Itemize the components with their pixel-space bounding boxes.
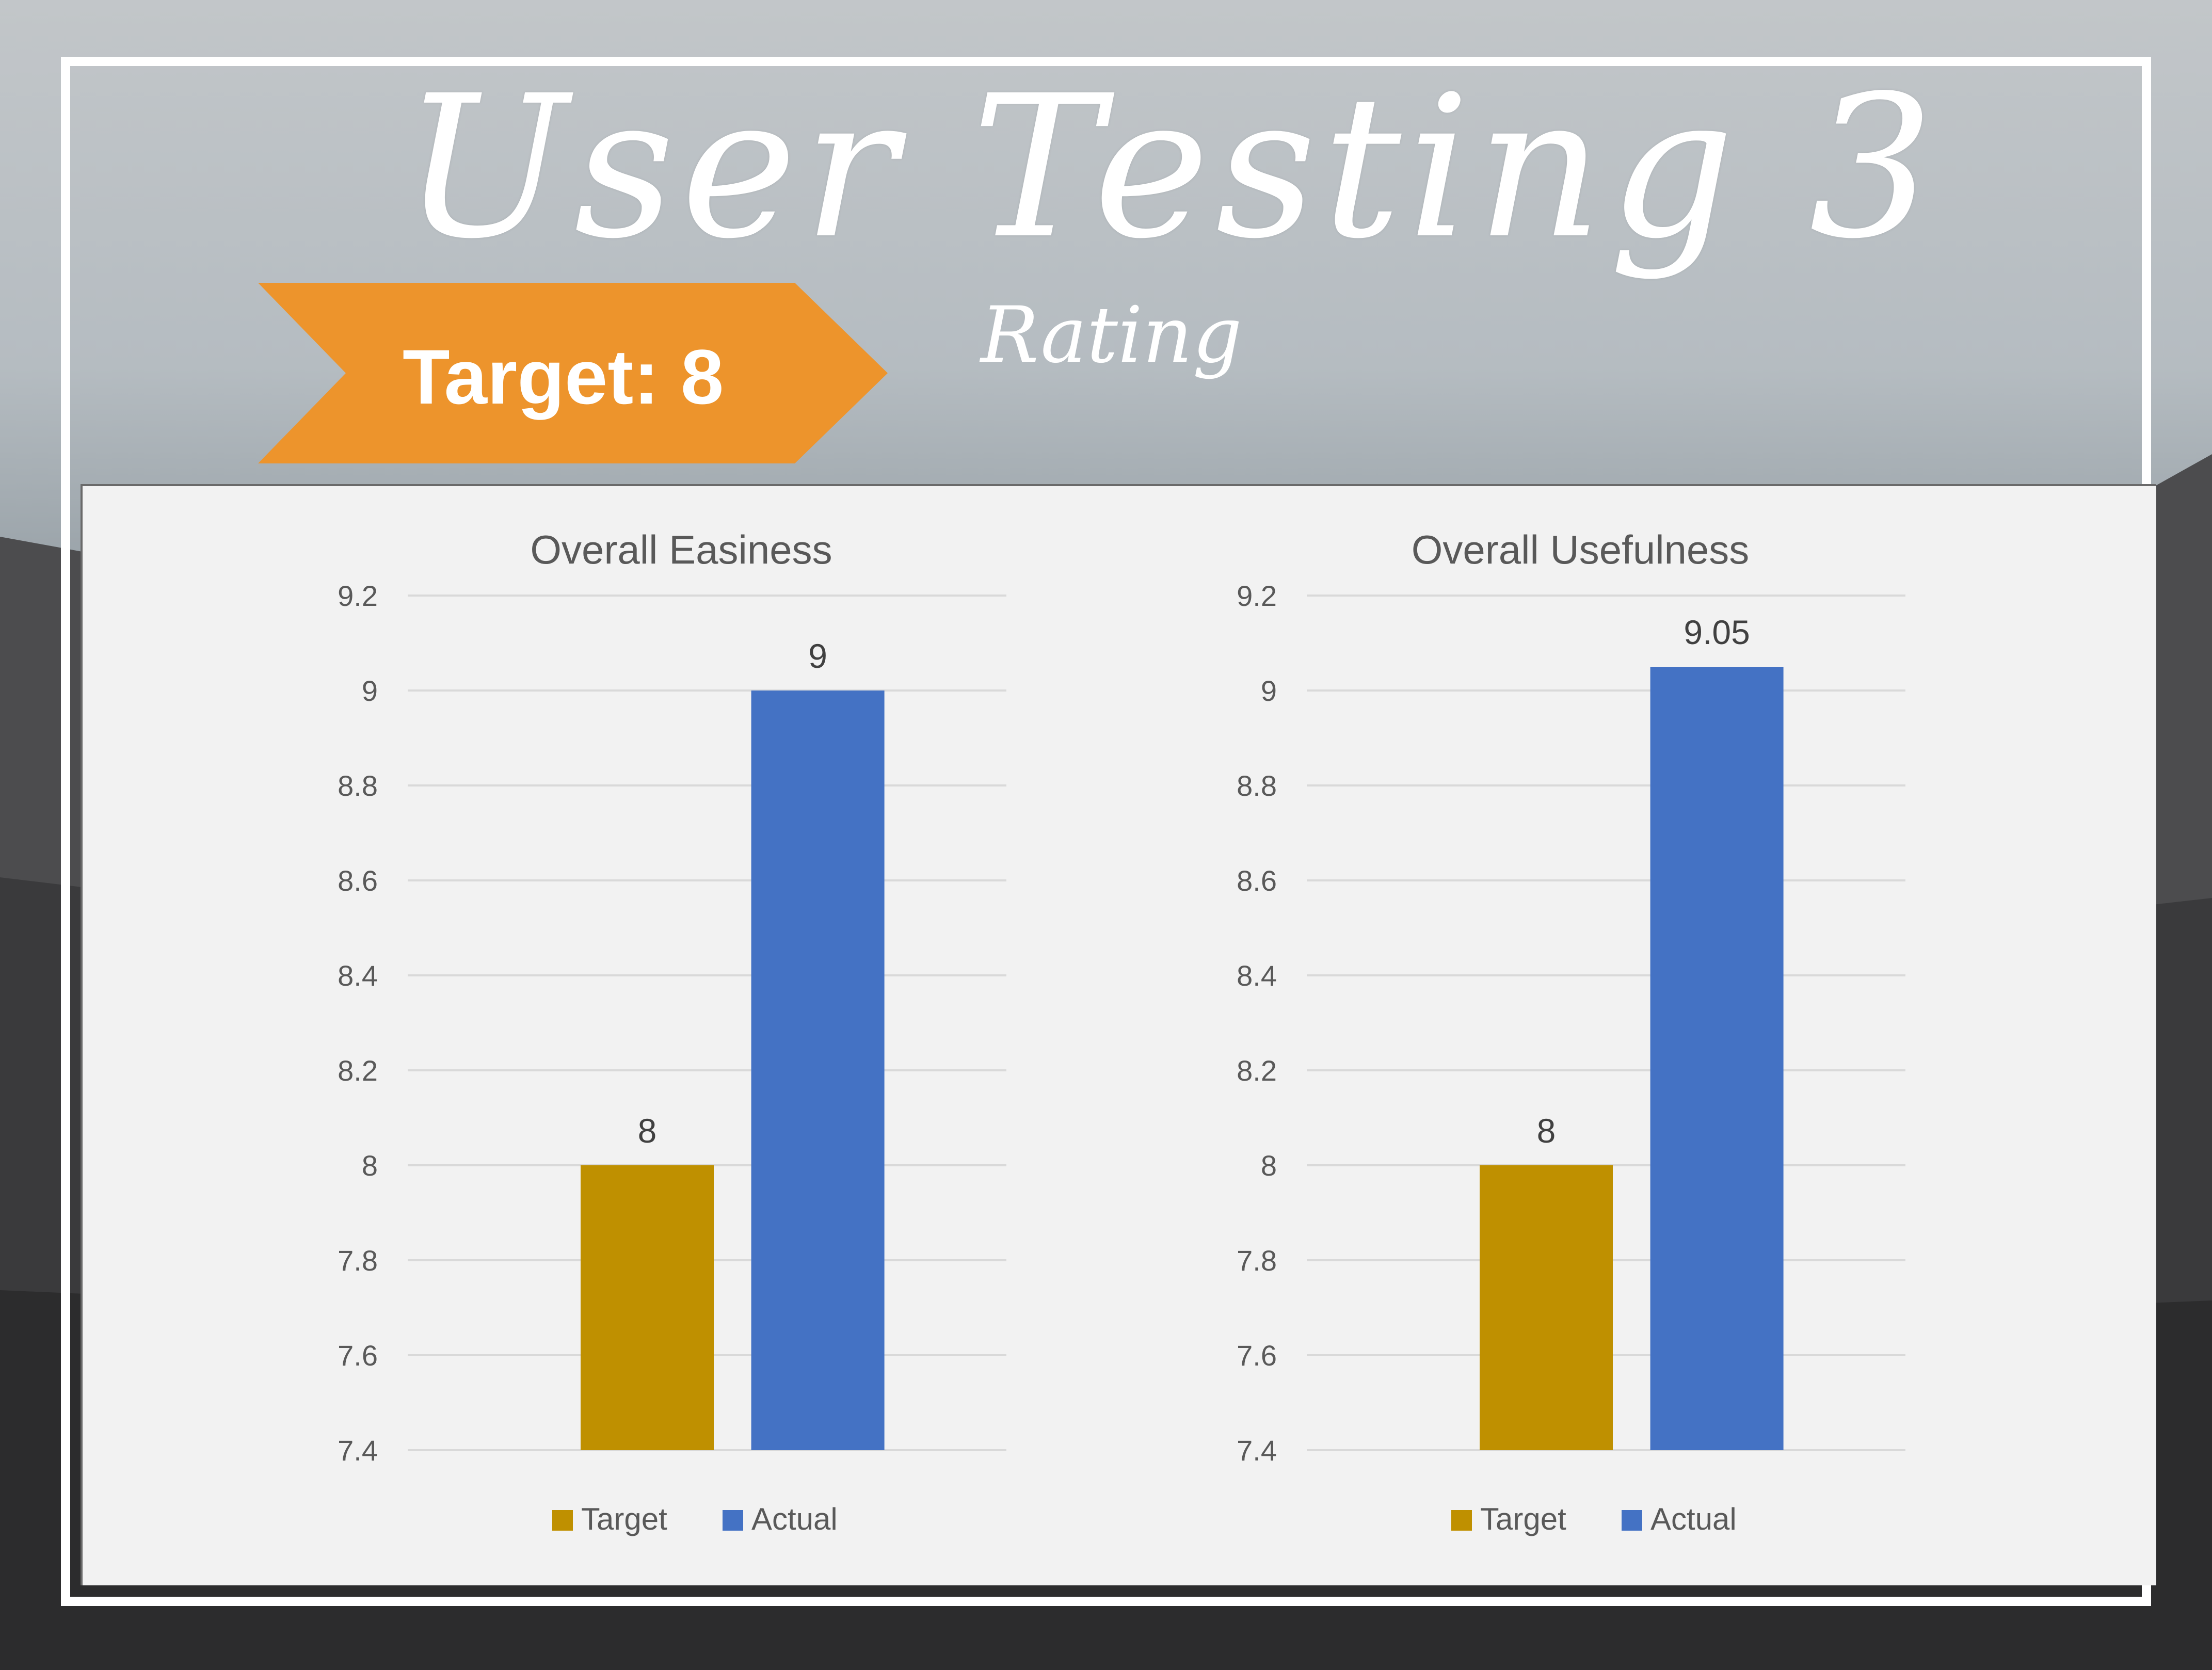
- y-tick-label: 7.4: [338, 1434, 378, 1467]
- charts-canvas: Overall Easiness 9.2 9 8.8 8.6 8.4 8.2 8 7.8 7.6 7…: [338, 527, 1905, 1536]
- data-label: 9.05: [1684, 613, 1750, 651]
- chart-2: Overall Usefulness 9.2 9 8.8 8.6 8.4 8.2 8 7.8 7.…: [1237, 527, 1905, 1536]
- legend-swatch-actual: [723, 1510, 743, 1531]
- y-tick-label: 9: [1261, 675, 1277, 707]
- y-tick-label: 8: [362, 1149, 378, 1182]
- bar-target: [581, 1165, 714, 1450]
- y-tick-label: 7.6: [1237, 1339, 1277, 1372]
- chart-panel: Overall Easiness 9.2 9 8.8 8.6 8.4 8.2 8 7.8 7.6 7…: [81, 484, 2156, 1585]
- target-banner-arrow: [258, 283, 888, 463]
- y-tick-label: 8.2: [338, 1054, 378, 1087]
- page-subtitle: Rating: [981, 291, 1242, 380]
- white-border-frame: [61, 57, 2151, 1606]
- legend-label: Actual: [751, 1502, 838, 1536]
- legend-swatch-target: [1451, 1510, 1472, 1531]
- legend-swatch-actual: [1622, 1510, 1642, 1531]
- data-label: 8: [1537, 1112, 1556, 1150]
- y-tick-label: 9.2: [1237, 580, 1277, 612]
- chart-title: Overall Easiness: [530, 527, 832, 572]
- y-tick-label: 8.4: [338, 959, 378, 992]
- chart-title: Overall Usefulness: [1412, 527, 1750, 572]
- data-label: 8: [638, 1112, 657, 1150]
- y-tick-label: 8.6: [1237, 864, 1277, 897]
- y-tick-label: 7.4: [1237, 1434, 1277, 1467]
- legend-swatch-target: [552, 1510, 573, 1531]
- chart-1: Overall Easiness 9.2 9 8.8 8.6 8.4 8.2 8 7.8 7.6 7…: [338, 527, 1006, 1536]
- y-tick-label: 8.2: [1237, 1054, 1277, 1087]
- data-label: 9: [808, 637, 827, 675]
- y-tick-label: 8.8: [1237, 769, 1277, 802]
- bar-target: [1480, 1165, 1613, 1450]
- target-banner-label: Target: 8: [403, 333, 724, 420]
- y-tick-label: 9.2: [338, 580, 378, 612]
- y-tick-label: 9: [362, 675, 378, 707]
- bar-actual: [751, 691, 885, 1450]
- y-tick-label: 8.4: [1237, 959, 1277, 992]
- y-tick-label: 7.6: [338, 1339, 378, 1372]
- legend-label: Target: [581, 1502, 667, 1536]
- y-tick-label: 7.8: [338, 1244, 378, 1277]
- legend-label: Actual: [1650, 1502, 1737, 1536]
- legend-label: Target: [1480, 1502, 1566, 1536]
- bar-actual: [1650, 667, 1784, 1450]
- y-tick-label: 8.8: [338, 769, 378, 802]
- y-tick-label: 8: [1261, 1149, 1277, 1182]
- y-tick-label: 7.8: [1237, 1244, 1277, 1277]
- page-title: User Testing 3: [403, 53, 1941, 282]
- y-tick-label: 8.6: [338, 864, 378, 897]
